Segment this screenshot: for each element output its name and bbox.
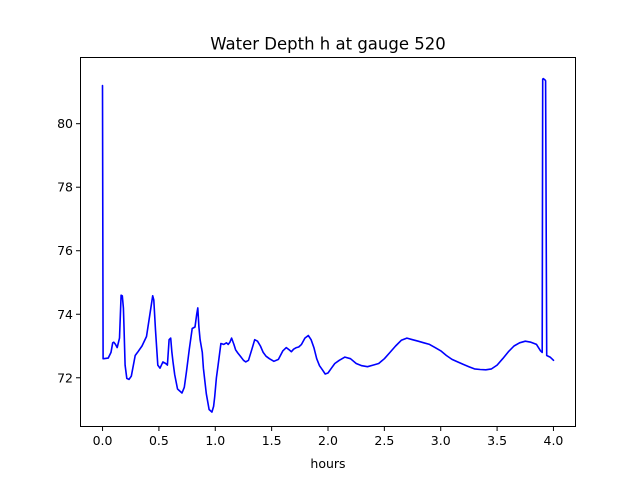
x-tick-label: 1.0 <box>205 433 225 448</box>
x-axis: 0.0 0.5 1.0 1.5 2.0 2.5 3.0 3.5 4.0 <box>93 427 564 448</box>
x-tick-label: 2.0 <box>318 433 338 448</box>
chart-title: Water Depth h at gauge 520 <box>210 35 445 54</box>
x-tick-label: 4.0 <box>544 433 564 448</box>
x-tick-label: 3.0 <box>431 433 451 448</box>
y-axis: 72 74 76 78 80 <box>57 116 80 385</box>
y-tick-label: 80 <box>57 116 73 131</box>
x-tick-label: 3.5 <box>487 433 507 448</box>
x-axis-label: hours <box>310 456 345 471</box>
water-depth-line <box>101 77 555 413</box>
y-tick-label: 76 <box>57 243 73 258</box>
plot-area: 0.0 0.5 1.0 1.5 2.0 2.5 3.0 3.5 4.0 72 74 76 78 80 <box>57 57 576 448</box>
y-tick-label: 72 <box>57 370 73 385</box>
y-tick-label: 78 <box>57 180 73 195</box>
data-lines <box>101 77 555 413</box>
axes-frame <box>80 57 576 427</box>
y-tick-label: 74 <box>57 307 73 322</box>
x-tick-label: 0.5 <box>149 433 169 448</box>
x-tick-label: 1.5 <box>262 433 282 448</box>
x-tick-label: 0.0 <box>93 433 113 448</box>
x-tick-label: 2.5 <box>374 433 394 448</box>
